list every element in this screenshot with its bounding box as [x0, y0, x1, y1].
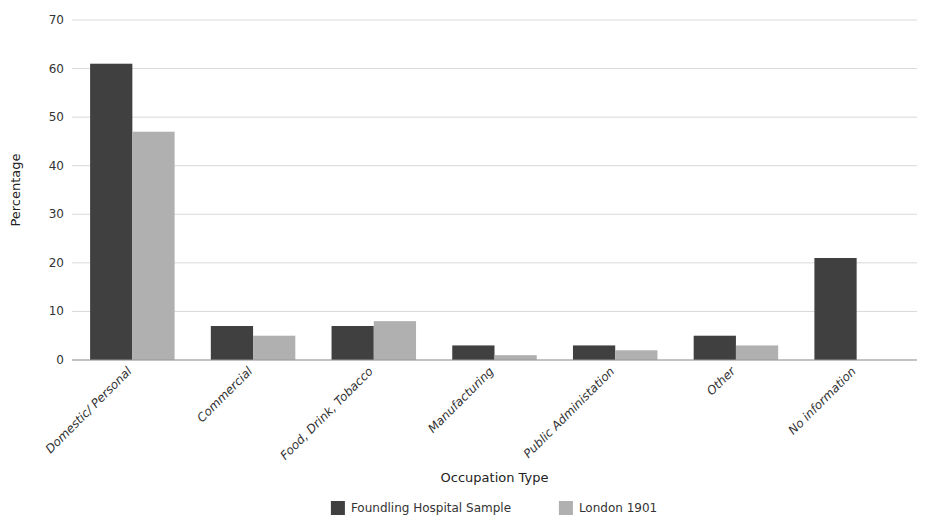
y-grid: [72, 20, 917, 360]
bar: [90, 64, 132, 360]
legend-label: London 1901: [579, 501, 657, 515]
bar: [736, 345, 778, 360]
legend-swatch: [559, 501, 573, 515]
bar: [573, 345, 615, 360]
y-tick-label: 0: [56, 353, 64, 367]
legend: Foundling Hospital Sample London 1901: [331, 501, 657, 515]
bar: [332, 326, 374, 360]
bar: [452, 345, 494, 360]
grid-line: [72, 214, 917, 215]
x-tick-label: No information: [786, 364, 859, 437]
bar: [615, 350, 657, 360]
y-axis-title: Percentage: [8, 153, 23, 226]
x-tick-label: Food, Drink, Tobacco: [277, 364, 375, 462]
bar: [132, 132, 174, 360]
grid-line: [72, 117, 917, 118]
bars: [90, 64, 857, 360]
grid-line: [72, 20, 917, 21]
grid-line: [72, 360, 917, 361]
x-tick-label: Manufacturing: [425, 364, 497, 436]
y-tick-label: 50: [49, 110, 64, 124]
bar: [253, 336, 295, 360]
bar: [374, 321, 416, 360]
bar: [211, 326, 253, 360]
x-axis-line: [72, 360, 917, 361]
bar: [694, 336, 736, 360]
y-tick-label: 10: [49, 304, 64, 318]
grid-line: [72, 311, 917, 312]
grid-line: [72, 165, 917, 166]
y-tick-label: 30: [49, 207, 64, 221]
y-tick-label: 40: [49, 159, 64, 173]
x-tick-label: Other: [704, 363, 739, 398]
grid-line: [72, 68, 917, 69]
x-tick-label: Domestic/ Personal: [43, 364, 135, 456]
x-tick-label: Commercial: [194, 364, 255, 425]
y-tick-label: 60: [49, 62, 64, 76]
x-tick-label: Public Administation: [521, 364, 618, 461]
y-tick-label: 20: [49, 256, 64, 270]
legend-swatch: [331, 501, 345, 515]
y-tick-label: 70: [49, 13, 64, 27]
bar: [814, 258, 856, 360]
chart: 0 10 20 30 40 50 60 70 Domestic/ Personal Commerc…: [0, 0, 941, 530]
bar: [495, 355, 537, 360]
x-axis-title: Occupation Type: [441, 470, 549, 485]
legend-label: Foundling Hospital Sample: [351, 501, 511, 515]
chart-container: 0 10 20 30 40 50 60 70 Domestic/ Personal Commerc…: [0, 0, 941, 530]
grid-line: [72, 262, 917, 263]
